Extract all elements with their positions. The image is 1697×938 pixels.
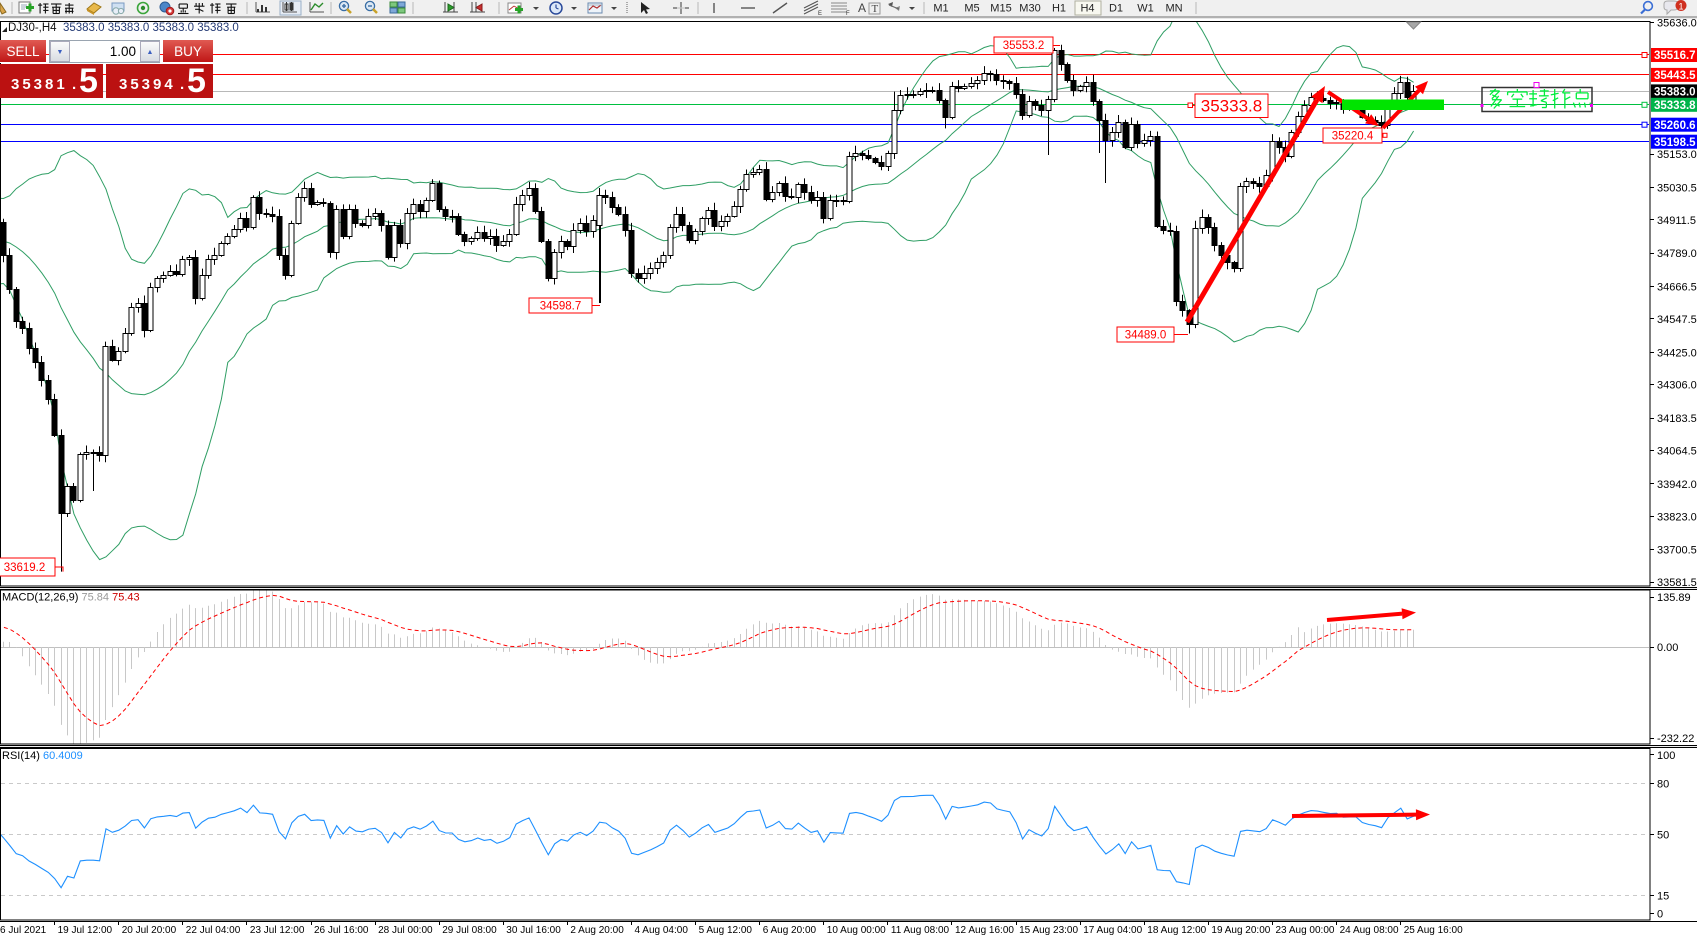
svg-text:33700.5: 33700.5: [1657, 545, 1697, 557]
svg-text:M15: M15: [990, 3, 1011, 15]
svg-text:33823.0: 33823.0: [1657, 511, 1697, 523]
svg-text:29 Jul 08:00: 29 Jul 08:00: [442, 925, 497, 936]
svg-text:T: T: [872, 3, 879, 15]
svg-text:24 Aug 08:00: 24 Aug 08:00: [1340, 925, 1399, 936]
svg-text:34789.0: 34789.0: [1657, 248, 1697, 260]
svg-text:16 Jul 2021: 16 Jul 2021: [0, 925, 47, 936]
svg-text:33619.2: 33619.2: [4, 562, 46, 574]
svg-text:35636.0: 35636.0: [1657, 18, 1697, 30]
svg-text:0.00: 0.00: [1657, 642, 1678, 654]
svg-text:50: 50: [1657, 830, 1669, 842]
svg-text:H4: H4: [1080, 3, 1094, 15]
svg-text:80: 80: [1657, 779, 1669, 791]
svg-text:100: 100: [1657, 750, 1675, 762]
svg-text:1: 1: [1678, 2, 1683, 12]
svg-text:35383.0: 35383.0: [1654, 87, 1696, 99]
svg-text:35260.6: 35260.6: [1654, 120, 1696, 132]
svg-text:34666.5: 34666.5: [1657, 282, 1697, 294]
svg-text:M30: M30: [1019, 3, 1040, 15]
svg-text:35443.5: 35443.5: [1654, 70, 1696, 82]
svg-text:W1: W1: [1137, 3, 1154, 15]
svg-text:E: E: [818, 11, 822, 17]
svg-text:30 Jul 16:00: 30 Jul 16:00: [506, 925, 561, 936]
svg-text:22 Jul 04:00: 22 Jul 04:00: [186, 925, 241, 936]
svg-text:MACD(12,26,9) 75.84 75.43: MACD(12,26,9) 75.84 75.43: [2, 592, 140, 604]
svg-text:4 Aug 04:00: 4 Aug 04:00: [635, 925, 689, 936]
svg-text:2 Aug 20:00: 2 Aug 20:00: [570, 925, 624, 936]
svg-text:35553.2: 35553.2: [1003, 40, 1045, 52]
svg-text:RSI(14) 60.4009: RSI(14) 60.4009: [2, 750, 83, 762]
svg-text:34183.5: 34183.5: [1657, 413, 1697, 425]
svg-text:34306.0: 34306.0: [1657, 380, 1697, 392]
svg-text:135.89: 135.89: [1657, 592, 1691, 604]
svg-text:34064.5: 34064.5: [1657, 446, 1697, 458]
svg-text:-232.22: -232.22: [1657, 733, 1694, 745]
svg-text:35220.4: 35220.4: [1332, 131, 1374, 143]
svg-text:A: A: [858, 1, 866, 15]
svg-text:H1: H1: [1052, 3, 1066, 15]
svg-text:20 Jul 20:00: 20 Jul 20:00: [122, 925, 177, 936]
svg-text:12 Aug 16:00: 12 Aug 16:00: [955, 925, 1014, 936]
svg-text:F: F: [846, 11, 850, 17]
svg-text:23 Aug 00:00: 23 Aug 00:00: [1276, 925, 1335, 936]
svg-text:34425.0: 34425.0: [1657, 347, 1697, 359]
svg-text:33581.5: 33581.5: [1657, 577, 1697, 589]
svg-text:34489.0: 34489.0: [1125, 330, 1167, 342]
svg-text:25 Aug 16:00: 25 Aug 16:00: [1404, 925, 1463, 936]
svg-text:35153.0: 35153.0: [1657, 149, 1697, 161]
svg-text:18 Aug 12:00: 18 Aug 12:00: [1147, 925, 1206, 936]
svg-text:34547.5: 34547.5: [1657, 314, 1697, 326]
svg-text:26 Jul 16:00: 26 Jul 16:00: [314, 925, 369, 936]
svg-text:6 Aug 20:00: 6 Aug 20:00: [763, 925, 817, 936]
svg-text:D1: D1: [1109, 3, 1123, 15]
svg-text:28 Jul 00:00: 28 Jul 00:00: [378, 925, 433, 936]
svg-text:34911.5: 34911.5: [1657, 215, 1696, 227]
svg-text:M1: M1: [933, 3, 948, 15]
svg-text:23 Jul 12:00: 23 Jul 12:00: [250, 925, 305, 936]
svg-text:19 Aug 20:00: 19 Aug 20:00: [1211, 925, 1270, 936]
svg-text:MN: MN: [1165, 3, 1182, 15]
svg-text:0: 0: [1657, 908, 1663, 920]
svg-text:33942.0: 33942.0: [1657, 479, 1697, 491]
svg-text:19 Jul 12:00: 19 Jul 12:00: [58, 925, 113, 936]
svg-text:35198.5: 35198.5: [1654, 137, 1696, 149]
svg-text:17 Aug 04:00: 17 Aug 04:00: [1083, 925, 1142, 936]
svg-text:35516.7: 35516.7: [1654, 50, 1696, 62]
svg-text:35030.5: 35030.5: [1657, 182, 1697, 194]
svg-text:34598.7: 34598.7: [540, 301, 582, 313]
svg-text:35333.8: 35333.8: [1201, 97, 1262, 116]
svg-text:15 Aug 23:00: 15 Aug 23:00: [1019, 925, 1078, 936]
svg-text:10 Aug 00:00: 10 Aug 00:00: [827, 925, 886, 936]
svg-text:35333.8: 35333.8: [1654, 100, 1696, 112]
svg-text:5 Aug 12:00: 5 Aug 12:00: [699, 925, 753, 936]
svg-text:11 Aug 08:00: 11 Aug 08:00: [891, 925, 950, 936]
svg-text:M5: M5: [964, 3, 979, 15]
svg-text:15: 15: [1657, 891, 1669, 903]
